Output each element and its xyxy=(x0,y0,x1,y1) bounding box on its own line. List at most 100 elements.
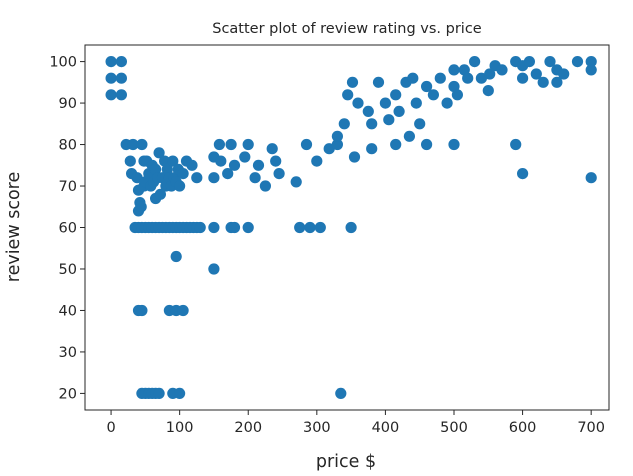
data-point xyxy=(441,97,453,109)
data-point xyxy=(154,188,166,200)
data-point xyxy=(105,56,117,68)
data-point xyxy=(585,64,597,76)
data-point xyxy=(448,64,460,76)
data-point xyxy=(496,64,508,76)
data-point xyxy=(228,221,241,234)
data-point xyxy=(225,138,237,151)
y-tick-label: 60 xyxy=(59,221,77,237)
points-layer xyxy=(105,56,597,399)
data-point xyxy=(403,130,415,142)
data-point xyxy=(393,105,405,117)
data-point xyxy=(115,89,127,101)
data-point xyxy=(170,250,182,263)
data-point xyxy=(270,155,282,167)
y-tick-label: 100 xyxy=(49,55,77,71)
data-point xyxy=(259,180,271,192)
data-point xyxy=(551,76,563,88)
data-point xyxy=(345,221,357,234)
data-point xyxy=(222,168,234,180)
data-point xyxy=(136,304,148,317)
data-point xyxy=(191,172,203,184)
data-point xyxy=(239,151,251,163)
chart-title: Scatter plot of review rating vs. price xyxy=(212,21,482,37)
data-point xyxy=(153,387,165,399)
data-point xyxy=(410,97,422,109)
data-point xyxy=(390,89,402,101)
data-point xyxy=(421,138,433,151)
data-point xyxy=(338,118,350,130)
data-point xyxy=(266,143,278,155)
data-point xyxy=(372,76,385,88)
data-point xyxy=(208,172,220,184)
data-point xyxy=(366,143,378,155)
data-point xyxy=(517,168,529,180)
data-point xyxy=(127,138,139,151)
y-tick-label: 20 xyxy=(59,386,77,402)
data-point xyxy=(390,138,402,151)
data-point xyxy=(352,97,364,109)
data-point xyxy=(484,68,496,80)
x-tick-label: 200 xyxy=(234,420,262,436)
x-tick-label: 500 xyxy=(440,420,468,436)
y-tick-label: 90 xyxy=(59,96,77,112)
x-tick-label: 300 xyxy=(303,420,331,436)
data-point xyxy=(510,138,522,151)
data-point xyxy=(135,201,147,213)
data-point xyxy=(194,221,206,234)
data-point xyxy=(131,172,143,184)
data-point xyxy=(153,147,165,159)
data-point xyxy=(537,76,549,88)
data-point xyxy=(414,118,426,130)
data-point xyxy=(215,155,227,167)
data-point xyxy=(314,221,326,234)
data-point xyxy=(174,387,186,399)
data-point xyxy=(242,138,254,151)
data-point xyxy=(105,72,117,84)
data-point xyxy=(304,221,316,234)
data-point xyxy=(294,221,306,234)
data-point xyxy=(383,114,395,126)
x-axis-title: price $ xyxy=(316,452,376,472)
data-point xyxy=(346,76,359,88)
data-point xyxy=(213,138,225,151)
data-point xyxy=(290,176,302,188)
y-tick-label: 80 xyxy=(59,138,77,154)
x-tick-label: 700 xyxy=(577,420,605,436)
y-tick-label: 50 xyxy=(59,262,77,278)
data-point xyxy=(273,168,285,180)
data-point xyxy=(249,172,261,184)
data-point xyxy=(558,68,570,80)
data-point xyxy=(115,72,127,84)
x-tick-label: 0 xyxy=(106,420,115,436)
y-axis-title: review score xyxy=(4,172,24,282)
data-point xyxy=(105,89,117,101)
data-point xyxy=(427,89,439,101)
x-tick-label: 100 xyxy=(166,420,194,436)
data-point xyxy=(585,172,597,184)
data-point xyxy=(434,72,446,84)
data-point xyxy=(208,221,220,234)
data-point xyxy=(407,72,419,84)
data-point xyxy=(331,138,343,151)
data-point xyxy=(115,56,127,68)
data-point xyxy=(544,56,556,68)
data-point xyxy=(451,89,463,101)
data-point xyxy=(177,168,189,180)
data-point xyxy=(523,56,536,68)
data-point xyxy=(482,85,494,97)
data-point xyxy=(362,105,374,117)
data-point xyxy=(448,138,460,151)
data-point xyxy=(174,180,186,192)
data-point xyxy=(300,138,313,151)
data-point xyxy=(208,263,220,275)
data-point xyxy=(585,56,597,68)
data-point xyxy=(379,97,391,109)
data-point xyxy=(331,130,343,142)
data-point xyxy=(342,89,354,101)
data-point xyxy=(475,72,487,84)
data-point xyxy=(517,72,529,84)
data-point xyxy=(186,159,198,171)
y-axis: 20 30 40 50 60 70 80 90 100 xyxy=(49,55,85,402)
data-point xyxy=(366,118,378,130)
